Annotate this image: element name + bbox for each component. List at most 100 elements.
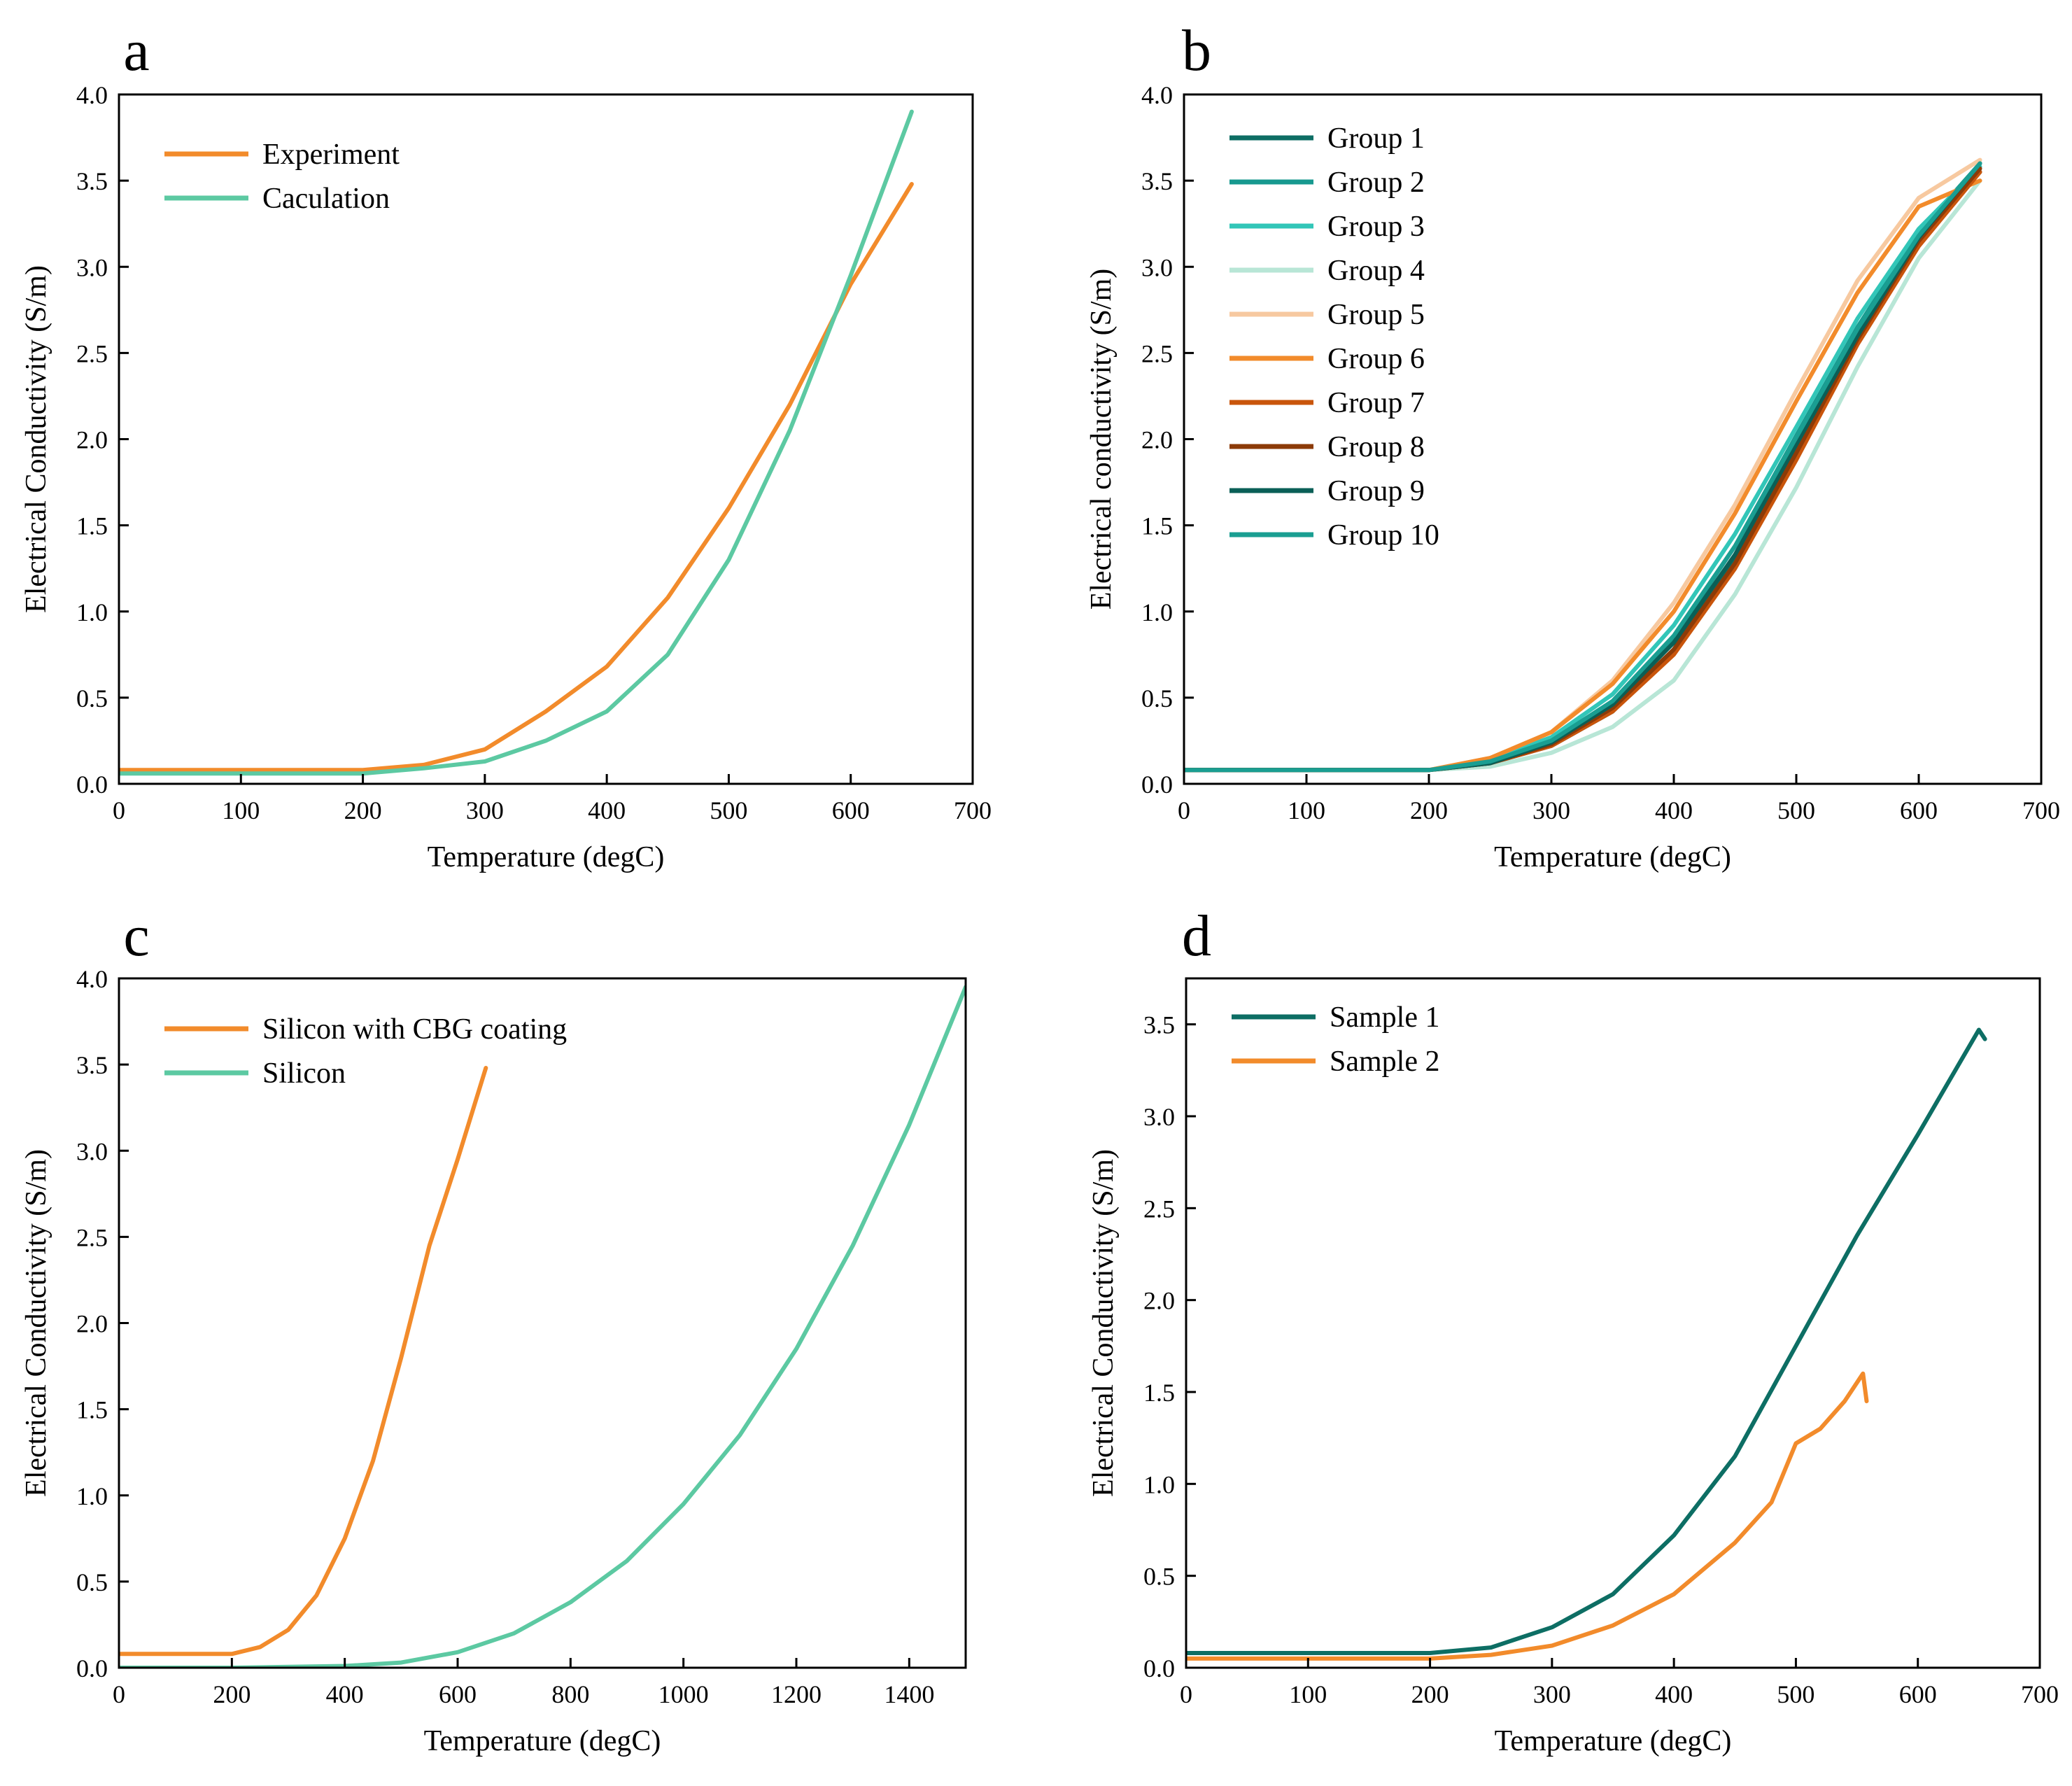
y-tick-label: 1.5 <box>76 1396 108 1424</box>
legend-label: Silicon with CBG coating <box>262 1013 567 1046</box>
legend: Sample 1 Sample 2 <box>1232 1001 1439 1078</box>
legend-label: Sample 2 <box>1330 1046 1439 1078</box>
x-tick-label: 300 <box>1532 796 1570 824</box>
y-tick-label: 3.0 <box>1143 1103 1175 1131</box>
x-axis-title: Temperature (degC) <box>424 1725 661 1757</box>
y-axis-title: Electrical Conductivity (S/m) <box>1087 1149 1120 1497</box>
series-line-group-6 <box>1184 178 1982 773</box>
y-tick-label: 1.0 <box>76 598 108 626</box>
y-tick-label: 2.5 <box>76 1223 108 1251</box>
x-tick-label: 400 <box>1655 796 1693 824</box>
series-line-group-2 <box>1184 161 1982 773</box>
series-group <box>1186 1027 1987 1661</box>
x-tick-label: 200 <box>344 796 382 824</box>
legend-label: Group 3 <box>1327 211 1425 243</box>
x-tick-label: 700 <box>2021 1680 2059 1708</box>
x-tick-label: 0 <box>113 796 125 824</box>
x-tick-label: 200 <box>1410 796 1448 824</box>
series-group <box>119 985 966 1668</box>
x-tick-label: 300 <box>466 796 504 824</box>
y-tick-label: 3.5 <box>76 167 108 195</box>
series-group <box>1184 157 1982 773</box>
x-tick-label: 200 <box>213 1680 251 1708</box>
series-line-group-8 <box>1184 166 1982 773</box>
y-tick-label: 1.0 <box>1141 598 1173 626</box>
x-axis-title: Temperature (degC) <box>1494 841 1731 873</box>
x-tick-label: 1000 <box>658 1680 709 1708</box>
panel-b: b 0 100 200 300 400 500 600 700 0.0 0.5 1.0 1.5 2.0 2.… <box>1085 18 2060 873</box>
y-tick-label: 1.0 <box>1143 1470 1175 1498</box>
y-tick-label: 2.5 <box>1143 1195 1175 1223</box>
legend-label: Group 1 <box>1327 122 1425 155</box>
x-tick-label: 0 <box>1178 796 1190 824</box>
y-tick-label: 2.5 <box>1141 339 1173 367</box>
legend-label: Group 8 <box>1327 431 1425 463</box>
legend-label: Caculation <box>262 183 390 215</box>
panel-letter: d <box>1182 903 1211 969</box>
legend-label: Experiment <box>262 139 400 171</box>
y-tick-label: 3.0 <box>1141 253 1173 281</box>
y-axis-title: Electrical conductivity (S/m) <box>1085 269 1118 610</box>
y-tick-label: 0.5 <box>1141 684 1173 712</box>
y-tick-label: 1.0 <box>76 1482 108 1510</box>
series-line-caculation <box>119 109 914 776</box>
legend-label: Group 4 <box>1327 255 1425 287</box>
y-tick-label: 4.0 <box>1141 81 1173 109</box>
x-tick-label: 0 <box>1180 1680 1192 1708</box>
x-tick-label: 300 <box>1533 1680 1571 1708</box>
series-line-group-7 <box>1184 169 1982 773</box>
x-tick-label: 400 <box>588 796 626 824</box>
y-tick-label: 1.5 <box>1141 512 1173 540</box>
x-tick-label: 0 <box>113 1680 125 1708</box>
y-tick-label: 1.5 <box>1143 1379 1175 1407</box>
legend-label: Group 6 <box>1327 343 1425 375</box>
x-tick-label: 800 <box>551 1680 589 1708</box>
x-tick-label: 100 <box>222 796 260 824</box>
series-line-group-1 <box>1184 169 1982 773</box>
y-tick-label: 2.0 <box>76 1310 108 1338</box>
series-group <box>119 109 914 776</box>
plot-frame <box>118 977 967 1669</box>
legend-label: Group 10 <box>1327 519 1439 551</box>
panel-letter: c <box>123 903 149 969</box>
x-tick-label: 700 <box>954 796 992 824</box>
x-tick-label: 600 <box>439 1680 477 1708</box>
y-tick-label: 0.0 <box>1143 1654 1175 1682</box>
legend: Group 1 Group 2 Group 3 Group 4 Group 5 Group… <box>1229 122 1439 551</box>
x-tick-label: 600 <box>1900 796 1938 824</box>
y-tick-label: 2.5 <box>76 339 108 367</box>
legend-label: Group 7 <box>1327 387 1425 419</box>
x-tick-label: 500 <box>1777 796 1815 824</box>
y-tick-label: 0.5 <box>76 684 108 712</box>
series-line-silicon-with-cbg-coating <box>119 1066 488 1657</box>
series-line-sample-1 <box>1186 1027 1987 1655</box>
panel-a: a 0 100 200 300 400 500 600 700 0.0 0.5 1.0 1.5 2.0 2.… <box>20 18 992 873</box>
series-line-group-5 <box>1184 157 1982 773</box>
x-tick-label: 500 <box>710 796 747 824</box>
x-tick-label: 700 <box>2022 796 2060 824</box>
plot-frame <box>1185 977 2041 1669</box>
y-tick-label: 1.5 <box>76 512 108 540</box>
panel-letter: a <box>123 18 149 83</box>
y-tick-label: 3.5 <box>1143 1011 1175 1039</box>
x-tick-label: 600 <box>832 796 870 824</box>
y-tick-label: 0.0 <box>76 771 108 799</box>
panel-d: d 0 100 200 300 400 500 600 700 0.0 0.5 1.0 1.5 2.0 2.… <box>1087 903 2059 1757</box>
series-line-group-3 <box>1184 164 1982 773</box>
y-tick-label: 3.5 <box>76 1051 108 1079</box>
series-line-group-4 <box>1184 178 1982 773</box>
legend: Experiment Caculation <box>164 139 400 215</box>
series-line-sample-2 <box>1186 1371 1869 1661</box>
y-tick-label: 3.0 <box>76 253 108 281</box>
x-tick-label: 400 <box>326 1680 364 1708</box>
x-tick-label: 600 <box>1899 1680 1937 1708</box>
panel-c: c 0 200 400 600 800 1000 1200 1400 0.0 0.5 1.0 1.5 2.… <box>20 903 967 1757</box>
x-tick-label: 500 <box>1777 1680 1814 1708</box>
x-axis-title: Temperature (degC) <box>1495 1725 1732 1757</box>
legend-label: Silicon <box>262 1057 346 1090</box>
y-tick-label: 4.0 <box>76 81 108 109</box>
x-tick-label: 400 <box>1655 1680 1693 1708</box>
panel-letter: b <box>1182 18 1211 83</box>
x-tick-label: 200 <box>1411 1680 1449 1708</box>
